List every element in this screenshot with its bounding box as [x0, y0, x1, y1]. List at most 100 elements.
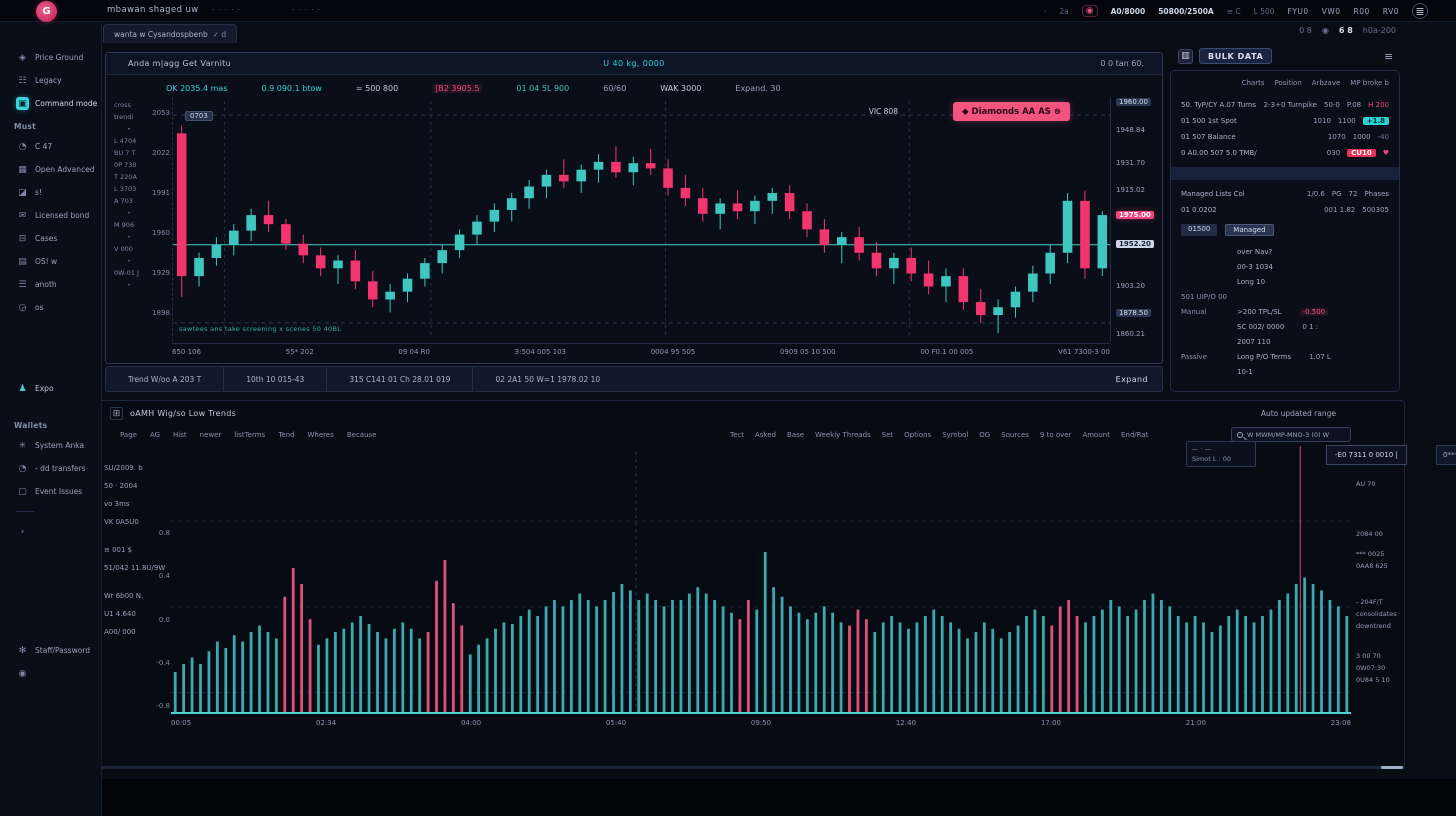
drawing-tool[interactable]: M 906 — [114, 221, 135, 229]
toolbar-segment[interactable]: 315 C141 01 Ch 28.01 019 — [327, 367, 474, 391]
toolbar-segment[interactable]: Trend W/oo A 203 T — [106, 367, 225, 391]
topbar-action[interactable]: RV0 — [1382, 6, 1399, 16]
topbar-action[interactable]: ◉ — [1081, 5, 1098, 17]
filter-tag[interactable]: Wheres — [307, 431, 334, 439]
marker-search-input[interactable]: W MWM/MP-MNO-3 (0) W — [1231, 427, 1351, 442]
drawing-tool[interactable]: • — [127, 233, 131, 241]
data-panel-tab[interactable]: Position — [1274, 79, 1302, 87]
topbar-action[interactable]: VW0 — [1321, 6, 1341, 16]
filter-tag[interactable]: listTerms — [234, 431, 266, 439]
filter-tag[interactable]: Tect — [730, 431, 744, 439]
filter-tag[interactable]: Page — [120, 431, 137, 439]
drawing-tool[interactable]: BU 7 T — [114, 149, 136, 157]
sidebar-item-staff-password[interactable]: ✻ Staff/Password — [0, 639, 102, 662]
drawing-tool[interactable]: cross — [114, 101, 131, 109]
drawing-tool[interactable]: L 4704 — [114, 137, 137, 145]
drawing-tool[interactable]: trendl — [114, 113, 134, 121]
toolbar-segment[interactable]: 02 2A1 50 W=1 1978.02 10 — [495, 374, 601, 384]
topbar-action[interactable]: A0/8000 — [1110, 6, 1146, 16]
sidebar-item-os[interactable]: ◶ os — [0, 296, 102, 319]
mode-chip[interactable]: 01500 — [1181, 224, 1218, 236]
filter-tag[interactable]: newer — [199, 431, 222, 439]
sidebar-item-icon[interactable]: › — [0, 520, 102, 543]
data-panel-title[interactable]: BULK DATA — [1199, 48, 1273, 64]
filter-tag[interactable]: OG — [979, 431, 991, 439]
toolbar-segment[interactable]: 10th 10 015-43 — [224, 367, 328, 391]
signal-badge-button[interactable]: ◆ Diamonds AA AS ⊜ — [953, 102, 1070, 121]
sidebar-item-cases[interactable]: ⊟ Cases — [0, 227, 102, 250]
filter-tag[interactable]: Symbol — [942, 431, 969, 439]
drawing-tool[interactable]: V 000 — [114, 245, 133, 253]
data-panel-tab[interactable]: Arbzave — [1311, 79, 1341, 87]
drawing-tool[interactable]: 0W-01 J — [114, 269, 139, 277]
sidebar-item-price-ground[interactable]: ◈ Price Ground — [0, 46, 102, 69]
selected-row-highlight[interactable] — [1171, 167, 1399, 180]
filter-tag[interactable]: 9 to over — [1039, 431, 1072, 439]
topbar-action[interactable]: ≣ — [1412, 3, 1428, 19]
subbar-action[interactable]: 0 8 — [1299, 26, 1312, 35]
brand-logo[interactable]: G — [36, 1, 57, 22]
sidebar-item-system-anka[interactable]: ✳ System Anka — [0, 434, 102, 457]
scrollbar-thumb[interactable] — [1381, 766, 1403, 769]
topbar-action[interactable]: 50800/2500A — [1158, 6, 1214, 16]
topbar-menu-dots-2[interactable]: · · · · · — [292, 6, 322, 14]
sidebar-item-command-mode[interactable]: ▣ Command mode — [0, 92, 102, 115]
horizontal-scrollbar[interactable] — [95, 766, 1405, 769]
sidebar-item-expo[interactable]: ♟ Expo — [0, 377, 102, 400]
subbar-action[interactable]: 6 8 — [1338, 26, 1353, 35]
table-row[interactable]: 0 A0.00 507 5.0 TMB/030 CU10 ♥ — [1179, 145, 1391, 161]
sidebar-item-c-47[interactable]: ◔ C 47 — [0, 135, 102, 158]
volume-plot[interactable] — [171, 446, 1351, 714]
sidebar-item-anoth[interactable]: ☰ anoth — [0, 273, 102, 296]
panel-grid-icon[interactable]: ⊞ — [110, 407, 123, 420]
sidebar-item--dd-transfers[interactable]: ◔ - dd transfers — [0, 457, 102, 480]
filter-tag[interactable]: Weekly Threads — [815, 431, 871, 439]
data-panel-tab[interactable]: MP broke b — [1350, 79, 1389, 87]
filter-tag[interactable]: Because — [346, 431, 377, 439]
drawing-tool[interactable]: • — [127, 257, 131, 265]
filter-tag[interactable]: Options — [904, 431, 932, 439]
sidebar-item-icon[interactable]: ◉ — [0, 662, 102, 685]
filter-tag[interactable]: AG — [149, 431, 161, 439]
filter-tag[interactable]: End/Rat — [1120, 431, 1149, 439]
sidebar-item-legacy[interactable]: ☷ Legacy — [0, 69, 102, 92]
filter-tag[interactable]: Amount — [1082, 431, 1110, 439]
filter-tag[interactable]: Set — [881, 431, 894, 439]
hamburger-menu-icon[interactable]: ≡ — [1384, 50, 1394, 63]
drawing-tool[interactable]: T 220A — [114, 173, 137, 181]
sidebar-item-licensed-bond[interactable]: ✉ Licensed bond — [0, 204, 102, 227]
topbar-action[interactable]: · — [1043, 6, 1047, 16]
sidebar-item-s-[interactable]: ◪ s! — [0, 181, 102, 204]
expand-button[interactable]: Expand — [1115, 374, 1148, 384]
chart-tab[interactable]: wanta w Cysandospbenb ✓ d — [103, 24, 238, 43]
subbar-action[interactable]: h0a-200 — [1362, 26, 1396, 35]
topbar-action[interactable]: L 500 — [1253, 6, 1275, 16]
candlestick-plot[interactable]: 0703 sawtees ans take screening x scenes… — [172, 97, 1111, 341]
filter-tag[interactable]: Tend — [278, 431, 295, 439]
topbar-action[interactable]: FYU0 — [1287, 6, 1309, 16]
filter-tag[interactable]: Hist — [173, 431, 187, 439]
filter-tag[interactable]: Asked — [755, 431, 776, 439]
sidebar-item-open-advanced[interactable]: ▦ Open Advanced — [0, 158, 102, 181]
mode-chip[interactable]: Managed — [1225, 224, 1274, 236]
drawing-tool[interactable]: 0P 730 — [114, 161, 137, 169]
chart-interval-controls[interactable]: 0 0 tan 60. — [1100, 59, 1144, 68]
table-row[interactable]: 01 507 Balance 1070 1000 -40 — [1179, 129, 1391, 145]
drawing-tool[interactable]: L 3703 — [114, 185, 137, 193]
filter-tag[interactable]: Base — [787, 431, 805, 439]
sidebar-item-os-w[interactable]: ▤ OS! w — [0, 250, 102, 273]
topbar-action[interactable]: R00 — [1353, 6, 1370, 16]
topbar-menu-dots-1[interactable]: · · · · · — [212, 6, 242, 14]
sidebar-item-event-issues[interactable]: ▢ Event Issues — [0, 480, 102, 503]
right-price-axis[interactable]: 1960.00 1948.84 1931.70 1915.02 1975.00 1952.… — [1110, 97, 1164, 341]
data-panel-tab[interactable]: Charts — [1241, 79, 1265, 87]
subbar-action[interactable]: ◉ — [1321, 26, 1329, 35]
drawing-tool[interactable]: • — [127, 125, 131, 133]
topbar-action[interactable]: ≡ C — [1226, 6, 1241, 16]
table-row[interactable]: 01 500 1st Spot 1010 1100 +1.8 — [1179, 113, 1391, 129]
topbar-action[interactable]: 2a — [1059, 6, 1069, 16]
drawing-tool[interactable]: • — [127, 209, 131, 217]
drawing-tool[interactable]: • — [127, 281, 131, 289]
drawing-tool[interactable]: A 703 — [114, 197, 133, 205]
filter-tag[interactable]: Sources — [1001, 431, 1029, 439]
